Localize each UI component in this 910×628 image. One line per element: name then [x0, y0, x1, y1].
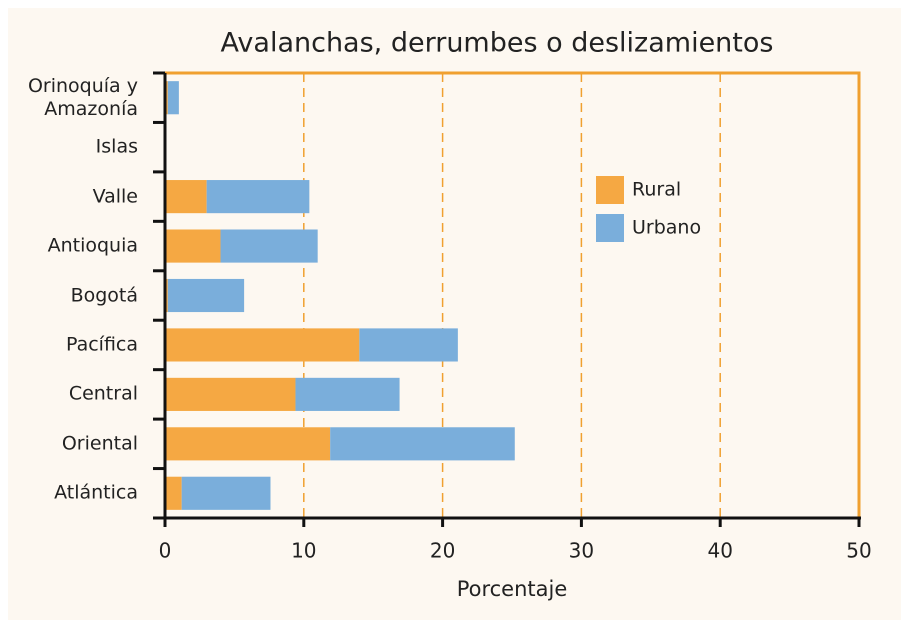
- y-tick-label: Atlántica: [54, 481, 138, 504]
- bar: [359, 328, 458, 362]
- y-tick-label: Antioquia: [47, 234, 138, 257]
- bar: [330, 427, 515, 461]
- y-tick-label: Oriental: [61, 432, 138, 455]
- bar: [165, 377, 296, 411]
- x-tick-label: 10: [291, 539, 316, 563]
- x-tick-label: 40: [707, 539, 732, 563]
- bar: [167, 81, 179, 115]
- y-tick-label: Valle: [92, 185, 138, 208]
- bar: [165, 476, 182, 510]
- y-tick-label: Bogotá: [70, 284, 138, 306]
- y-tick-label: Islas: [95, 135, 138, 158]
- legend-swatch: [596, 214, 624, 242]
- bar: [165, 328, 360, 362]
- bar: [206, 180, 310, 214]
- x-tick-label: 30: [569, 539, 594, 563]
- y-tick-label: Pacífica: [65, 333, 138, 356]
- bar: [181, 476, 271, 510]
- x-tick-label: 0: [159, 539, 172, 563]
- bar: [295, 377, 400, 411]
- x-tick-label: 50: [846, 539, 871, 563]
- bar: [167, 278, 245, 313]
- panel: [8, 8, 901, 620]
- bar: [165, 180, 207, 214]
- y-tick-label: Orinoquía y Amazonía: [27, 74, 138, 120]
- x-tick-label: 20: [430, 539, 455, 563]
- bar: [165, 427, 331, 461]
- legend-label: Rural: [632, 179, 681, 201]
- bar: [220, 229, 318, 263]
- legend-label: Urbano: [632, 217, 701, 239]
- bar: [165, 229, 221, 263]
- chart-title: Avalanchas, derrumbes o deslizamientos: [221, 28, 774, 59]
- y-tick-label: Central: [68, 382, 138, 405]
- x-axis-label: Porcentaje: [457, 577, 568, 601]
- legend-swatch: [596, 176, 624, 204]
